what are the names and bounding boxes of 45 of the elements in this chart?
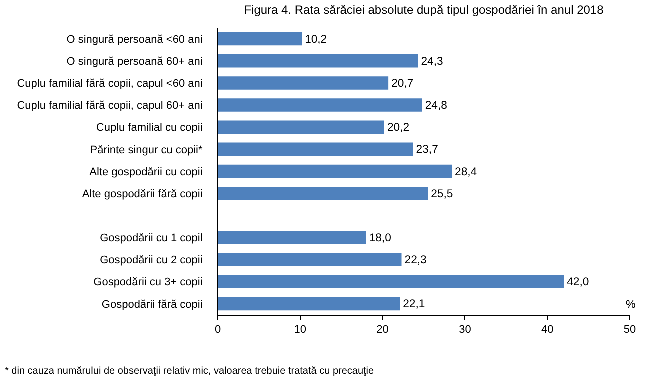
- data-label: 23,7: [416, 144, 438, 156]
- x-axis-title: %: [626, 299, 636, 311]
- y-tick-label: Cuplu familial fără copii, capul 60+ ani: [17, 100, 203, 112]
- y-tick-label: Cuplu familial fără copii, capul <60 ani: [17, 78, 203, 90]
- x-tick-label: 20: [376, 324, 389, 336]
- bar: [218, 164, 452, 178]
- x-tick-label: 0: [214, 324, 222, 336]
- text: * din cauza numărului de observaţii relativ mic, valoarea trebuie tratată cu precauţie: [5, 366, 375, 377]
- x-tick-label: 30: [459, 324, 472, 336]
- bar: [218, 98, 422, 112]
- data-label: 18,0: [369, 232, 392, 245]
- bar: [218, 297, 400, 311]
- bar: [218, 120, 384, 134]
- y-tick-label: Alte gospodării fără copii: [82, 188, 203, 200]
- y-tick-label: Alte gospodării cu copii: [90, 166, 203, 178]
- data-label: 24,8: [425, 100, 448, 112]
- bar: [218, 142, 414, 156]
- data-label: 22,1: [403, 298, 426, 311]
- x-tick-label: 50: [624, 324, 636, 336]
- data-label: 24,3: [421, 56, 444, 68]
- y-tick-label: Gospodării cu 1 copil: [100, 232, 203, 245]
- data-label: 25,5: [431, 188, 454, 200]
- y-tick-label: Cuplu familial cu copii: [96, 122, 203, 134]
- data-label: 22,3: [404, 254, 427, 267]
- bar: [218, 253, 402, 266]
- bar: [218, 76, 389, 90]
- y-tick-label: Părinte singur cu copii*: [90, 144, 204, 156]
- y-tick-label: Gospodării cu 2 copii: [100, 254, 203, 267]
- chart-title: Figura 4. Rata sărăciei absolute după tipul gospodăriei în anul 2018: [244, 3, 604, 18]
- bar: [218, 186, 428, 200]
- bar: [218, 32, 302, 46]
- bar: [218, 54, 418, 68]
- data-label: 42,0: [567, 276, 590, 289]
- y-tick-label: Gospodării fără copii: [102, 298, 203, 311]
- y-tick-label: Gospodării cu 3+ copii: [94, 276, 203, 289]
- data-label: 20,7: [392, 78, 414, 90]
- data-label: 28,4: [455, 166, 478, 178]
- data-label: 10,2: [305, 34, 328, 46]
- x-tick-label: 10: [294, 324, 307, 336]
- bar: [218, 231, 366, 244]
- y-tick-label: O singură persoană 60+ ani: [66, 56, 203, 68]
- bar: [218, 275, 564, 289]
- data-label: 20,2: [387, 122, 410, 134]
- y-tick-label: O singură persoană <60 ani: [66, 34, 203, 46]
- x-tick-label: 40: [541, 324, 554, 336]
